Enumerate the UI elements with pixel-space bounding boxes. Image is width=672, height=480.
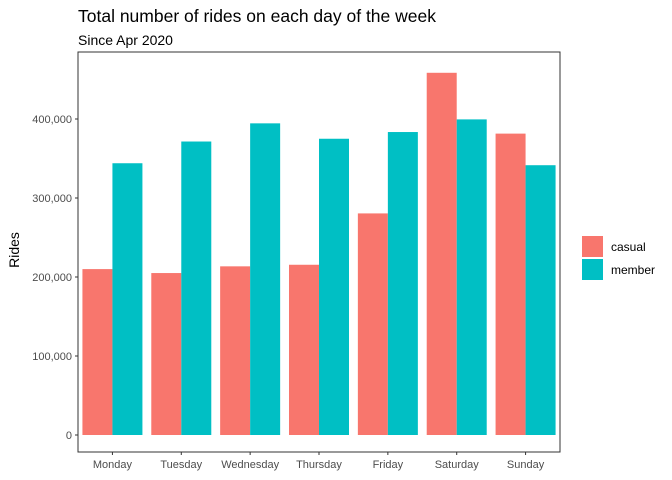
bar-member-tuesday bbox=[181, 141, 212, 435]
x-tick-label: Friday bbox=[373, 459, 404, 471]
y-axis-title: Rides bbox=[6, 232, 22, 268]
bar-casual-saturday bbox=[426, 72, 457, 435]
y-tick-label: 100,000 bbox=[32, 351, 72, 363]
bar-member-thursday bbox=[319, 138, 349, 435]
y-tick-label: 200,000 bbox=[32, 272, 72, 284]
bar-casual-thursday bbox=[289, 264, 319, 435]
plot-area: 0 100,000 200,000 300,000 400,000 Monday Tuesd… bbox=[32, 51, 561, 471]
bar-member-saturday bbox=[456, 119, 487, 436]
chart-title: Total number of rides on each day of the… bbox=[78, 6, 436, 26]
y-tick-label: 0 bbox=[66, 430, 72, 442]
y-tick-label: 300,000 bbox=[32, 193, 72, 205]
x-tick-label: Thursday bbox=[296, 459, 342, 471]
legend-swatch-member bbox=[582, 259, 603, 280]
bar-member-wednesday bbox=[250, 123, 281, 435]
bar-casual-wednesday bbox=[220, 266, 251, 435]
x-tick-label: Monday bbox=[93, 459, 133, 471]
legend: casual member bbox=[582, 236, 655, 280]
chart-subtitle: Since Apr 2020 bbox=[78, 32, 173, 48]
bar-casual-monday bbox=[82, 269, 113, 435]
plot-border bbox=[77, 51, 561, 453]
bar-casual-tuesday bbox=[151, 273, 182, 435]
x-tick-label: Sunday bbox=[507, 459, 545, 471]
bar-member-sunday bbox=[525, 165, 556, 435]
bar-member-friday bbox=[387, 132, 418, 435]
bar-member-monday bbox=[112, 163, 143, 436]
legend-label-casual: casual bbox=[611, 240, 646, 254]
x-tick-label: Saturday bbox=[435, 459, 480, 471]
x-tick-label: Wednesday bbox=[221, 459, 279, 471]
legend-label-member: member bbox=[611, 263, 655, 277]
bar-casual-friday bbox=[357, 213, 388, 435]
y-tick-label: 400,000 bbox=[32, 114, 72, 126]
x-tick-label: Tuesday bbox=[160, 459, 202, 471]
legend-swatch-casual bbox=[582, 236, 603, 257]
bar-casual-sunday bbox=[495, 133, 526, 436]
